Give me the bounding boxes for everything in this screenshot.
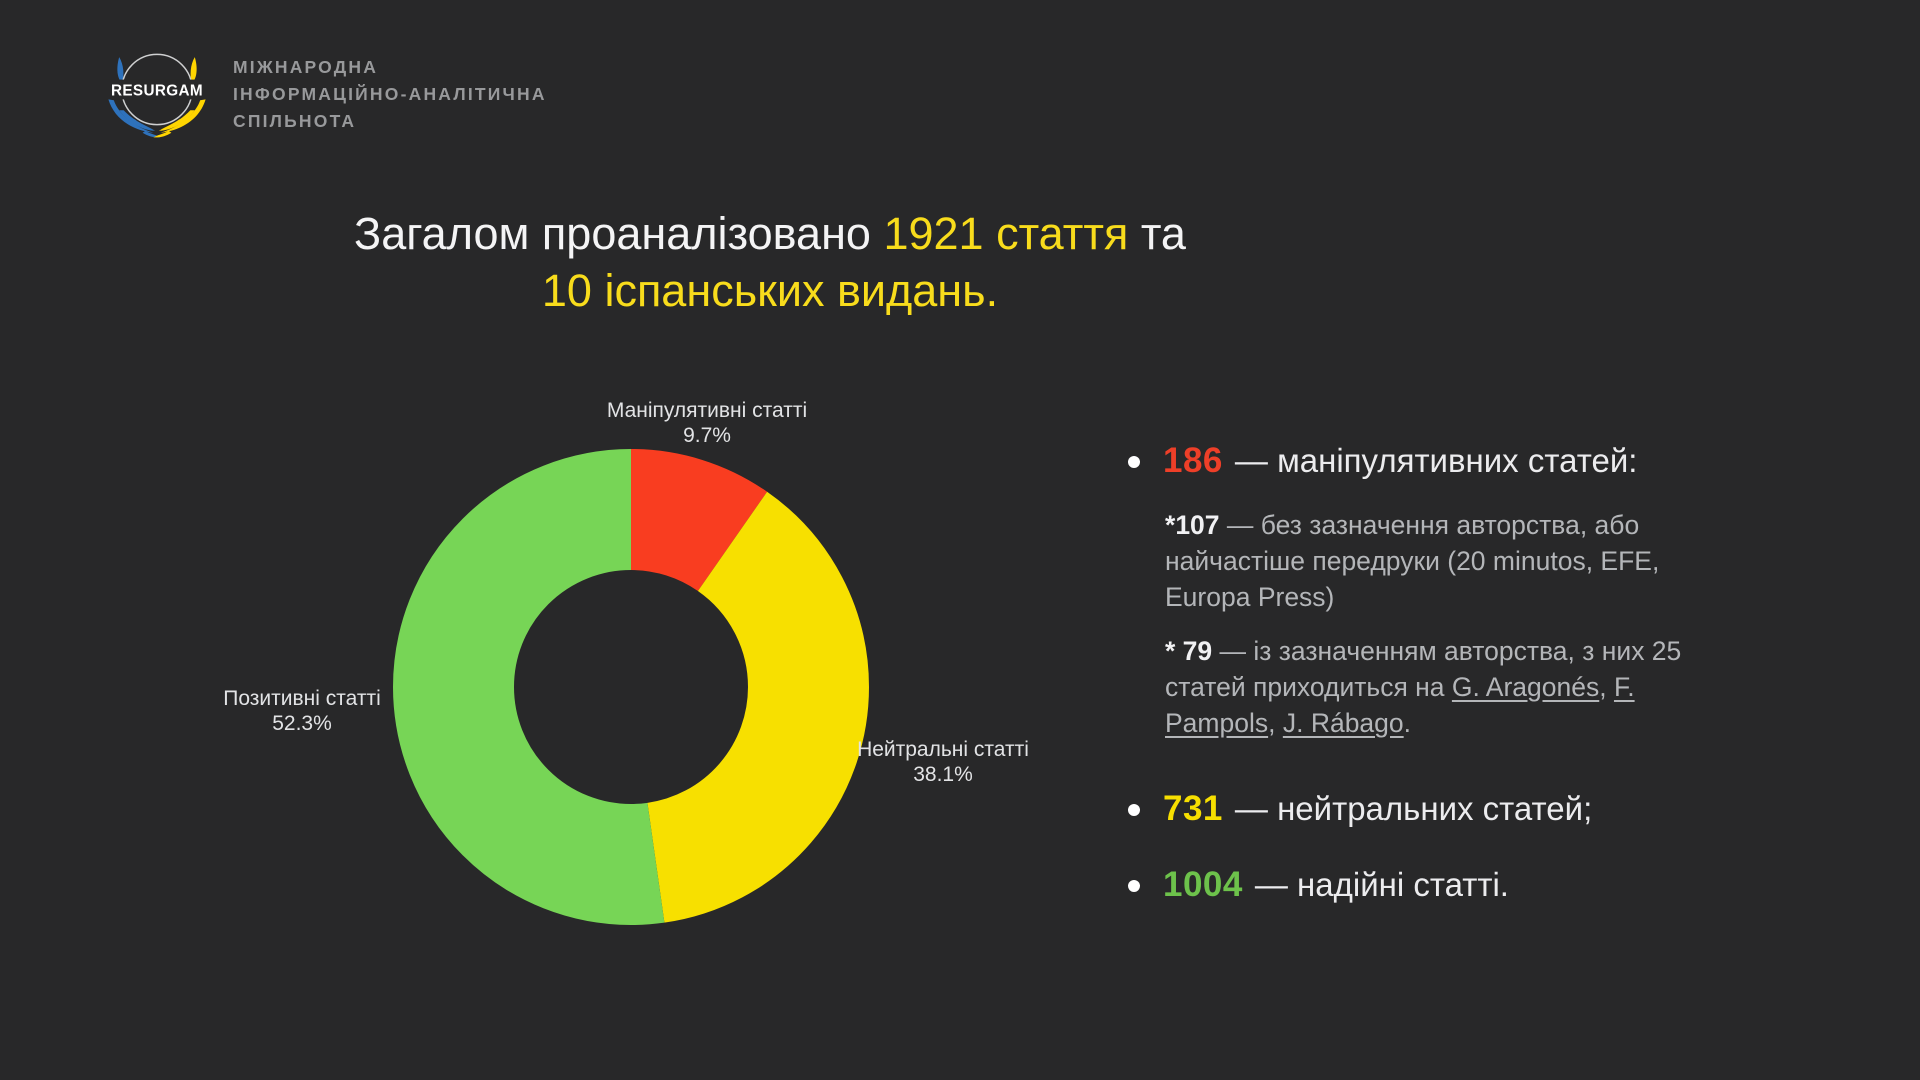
title-part3: та <box>1128 208 1186 259</box>
title-part1: Загалом проаналізовано <box>354 208 884 259</box>
slice-label-positive: Позитивні статті 52.3% <box>132 686 472 736</box>
stat-neutral: 731 — нейтральних статей; <box>1128 789 1828 829</box>
slice-label-manipulative-pct: 9.7% <box>683 424 731 447</box>
detail2-sep1: , <box>1599 672 1614 702</box>
detail1-number: *107 <box>1165 510 1220 540</box>
slice-label-positive-pct: 52.3% <box>272 712 332 735</box>
stat-neutral-label: — нейтральних статей; <box>1234 790 1593 827</box>
detail2-end: . <box>1403 708 1412 738</box>
header: RESURGAM МІЖНАРОДНА ІНФОРМАЦІЙНО-АНАЛІТИ… <box>103 40 547 148</box>
bullet-dot <box>1128 456 1140 468</box>
donut-segment-1 <box>393 449 869 925</box>
bullet-dot <box>1128 880 1140 892</box>
slice-label-manipulative-name: Маніпулятивні статті <box>606 399 808 422</box>
stat-manipulative-detail-1: *107 — без зазначення авторства, або най… <box>1165 507 1700 615</box>
author-link-rabago[interactable]: J. Rábago <box>1282 708 1404 738</box>
stat-manipulative-count: 186 <box>1163 441 1223 480</box>
logo-brand-text: RESURGAM <box>111 82 203 99</box>
donut-chart <box>391 447 871 927</box>
bullet-dot <box>1128 804 1140 816</box>
org-name-line3: СПІЛЬНОТА <box>233 110 357 131</box>
stat-reliable-count: 1004 <box>1163 865 1243 904</box>
org-name-line2: ІНФОРМАЦІЙНО-АНАЛІТИЧНА <box>233 83 547 104</box>
page-title: Загалом проаналізовано 1921 стаття та 10… <box>0 205 1540 319</box>
detail1-text: — без зазначення авторства, або найчасті… <box>1165 510 1660 612</box>
slice-label-neutral-pct: 38.1% <box>913 763 973 786</box>
stats-list: 186 — маніпулятивних статей: *107 — без … <box>1128 441 1828 905</box>
stat-manipulative-label: — маніпулятивних статей: <box>1234 442 1638 479</box>
donut-chart-svg <box>393 449 869 925</box>
detail2-sep2: , <box>1268 708 1283 738</box>
org-name: МІЖНАРОДНА ІНФОРМАЦІЙНО-АНАЛІТИЧНА СПІЛЬ… <box>233 54 547 135</box>
author-link-pampols[interactable]: F. Pampols <box>1165 672 1635 738</box>
stat-manipulative-detail-2: * 79 — із зазначенням авторства, з них 2… <box>1165 633 1700 741</box>
org-name-line1: МІЖНАРОДНА <box>233 56 379 77</box>
detail2-number: * 79 <box>1165 636 1213 666</box>
stat-neutral-count: 731 <box>1163 789 1223 828</box>
donut-segment-2 <box>393 449 869 925</box>
stat-reliable-label: — надійні статті. <box>1254 866 1509 903</box>
slice-label-manipulative: Маніпулятивні статті 9.7% <box>537 398 877 448</box>
detail2-text: — із зазначенням авторства, з них 25 ста… <box>1165 636 1682 702</box>
author-link-aragones[interactable]: G. Aragonés <box>1451 672 1600 702</box>
resurgam-logo-icon: RESURGAM <box>103 53 211 138</box>
slice-label-positive-name: Позитивні статті <box>223 687 381 710</box>
title-highlight-articles: 1921 стаття <box>883 208 1129 259</box>
slice-label-neutral: Нейтральні статті 38.1% <box>773 737 1113 787</box>
title-highlight-editions: 10 іспанських видань. <box>541 265 999 316</box>
stat-manipulative: 186 — маніпулятивних статей: <box>1128 441 1828 481</box>
slice-label-neutral-name: Нейтральні статті <box>857 738 1029 761</box>
stat-reliable: 1004 — надійні статті. <box>1128 865 1828 905</box>
